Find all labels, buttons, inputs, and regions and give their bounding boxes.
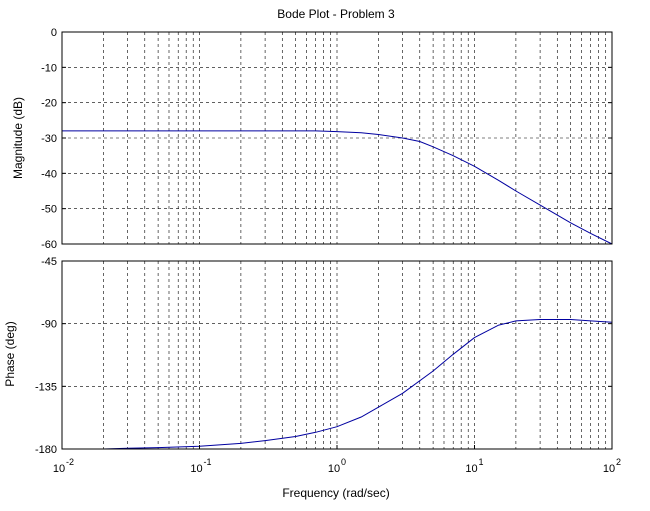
phase-series-line <box>62 319 613 450</box>
panel-0: 0 -10 -20 -30 -40 -50 -60 <box>41 27 613 251</box>
y-tick-label: -135 <box>35 381 57 393</box>
x-axis-label: Frequency (rad/sec) <box>282 486 389 500</box>
y-tick-label: -180 <box>35 444 57 456</box>
x-tick-label-base: 10 <box>53 463 65 475</box>
magnitude-y-axis-label: Magnitude (dB) <box>11 97 25 179</box>
x-tick-label-exponent: -1 <box>204 457 212 467</box>
y-tick-label: -90 <box>41 319 57 331</box>
y-tick-label: -50 <box>41 204 57 216</box>
x-tick-label-base: 10 <box>328 463 340 475</box>
y-tick-label: -30 <box>41 133 57 145</box>
x-tick-label-exponent: 1 <box>479 457 484 467</box>
x-tick-label-exponent: -2 <box>66 457 74 467</box>
plot-area <box>62 261 612 449</box>
y-tick-label: -45 <box>41 256 57 268</box>
plot-frame <box>61 31 613 245</box>
x-tick-label-base: 10 <box>190 463 202 475</box>
x-tick-label-exponent: 2 <box>616 457 621 467</box>
y-tick-label: -40 <box>41 168 57 180</box>
y-tick-label: 0 <box>51 27 57 39</box>
y-tick-label: -20 <box>41 98 57 110</box>
phase-y-axis-label: Phase (deg) <box>3 321 17 386</box>
x-tick-label-base: 10 <box>603 463 615 475</box>
x-tick-label-base: 10 <box>465 463 477 475</box>
panel-1: -45 -90 -135 -180 <box>35 256 613 456</box>
chart-title: Bode Plot - Problem 3 <box>277 7 395 21</box>
plot-layer: 0-10-20-30-40-50-60-45-90-135-18010-210-… <box>35 27 621 475</box>
y-tick-label: -60 <box>41 239 57 251</box>
y-tick-label: -10 <box>41 62 57 74</box>
magnitude-series-line <box>62 130 613 245</box>
x-tick-label-exponent: 0 <box>341 457 346 467</box>
